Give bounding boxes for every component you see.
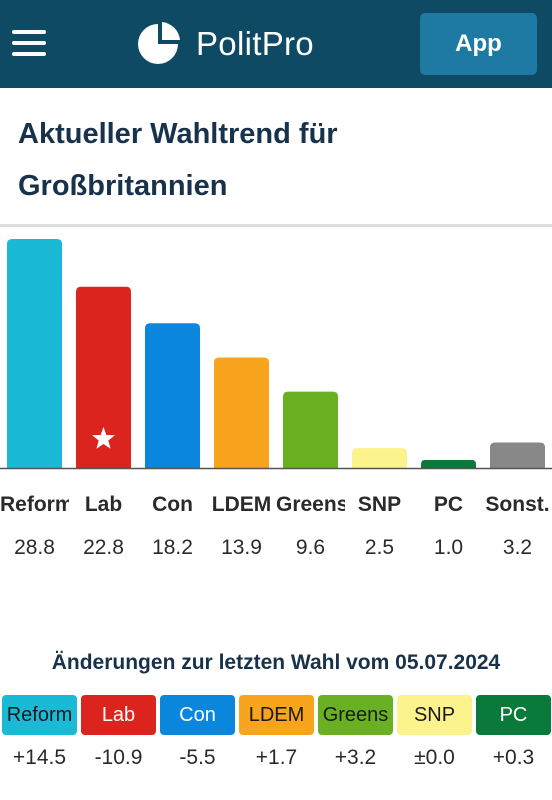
party-labels-row: Reform Lab Con LDEM Greens SNP PC Sonst. xyxy=(0,493,552,523)
data-label: 18.2 xyxy=(152,536,193,559)
party-values-row: 28.8 22.8 18.2 13.9 9.6 2.5 1.0 3.2 xyxy=(0,536,552,566)
top-bar: PolitPro App xyxy=(0,0,552,88)
change-value: ±0.0 xyxy=(414,746,455,769)
tick-label: Reform xyxy=(0,493,69,516)
change-value: +1.7 xyxy=(255,746,298,769)
data-label: 22.8 xyxy=(83,536,124,559)
change-value: -5.5 xyxy=(179,746,216,769)
hamburger-menu-icon[interactable] xyxy=(12,26,48,60)
data-label: 9.6 xyxy=(295,536,326,559)
data-label: 3.2 xyxy=(502,536,533,559)
changes-badges-row: Reform Lab Con LDEM Greens SNP PC xyxy=(0,695,552,735)
change-value: +3.2 xyxy=(334,746,377,769)
bar-ldem[interactable] xyxy=(214,357,269,468)
change-value: +0.3 xyxy=(492,746,535,769)
bar-sonst[interactable] xyxy=(490,442,545,468)
bar-lab[interactable] xyxy=(76,286,131,468)
changes-title: Änderungen zur letzten Wahl vom 05.07.20… xyxy=(51,651,501,674)
change-badge: LDEM xyxy=(239,695,314,735)
change-badge: PC xyxy=(476,695,551,735)
change-badge: Reform xyxy=(2,695,77,735)
poll-bar-chart xyxy=(0,239,552,470)
data-label: 2.5 xyxy=(364,536,395,559)
change-badge: Lab xyxy=(81,695,156,735)
divider xyxy=(0,224,552,227)
brand-name: PolitPro xyxy=(196,25,314,62)
data-label: 1.0 xyxy=(433,536,464,559)
bar-snp[interactable] xyxy=(352,448,407,468)
change-badge: SNP xyxy=(397,695,472,735)
tick-label: LDEM xyxy=(211,493,272,516)
bar-con[interactable] xyxy=(145,323,200,468)
change-value: -10.9 xyxy=(94,746,143,769)
brand-logo[interactable]: PolitPro xyxy=(134,20,314,68)
tick-label: Greens xyxy=(276,493,345,516)
bar-pc[interactable] xyxy=(421,460,476,468)
changes-deltas-row: +14.5 -10.9 -5.5 +1.7 +3.2 ±0.0 +0.3 xyxy=(0,746,552,776)
change-badge: Con xyxy=(160,695,235,735)
app-button[interactable]: App xyxy=(420,13,537,75)
star-icon xyxy=(92,427,115,449)
bar-greens[interactable] xyxy=(283,391,338,468)
tick-label: Con xyxy=(152,493,193,516)
change-badge: Greens xyxy=(318,695,393,735)
bar-reform[interactable] xyxy=(7,239,62,468)
tick-label: PC xyxy=(433,493,464,516)
change-value: +14.5 xyxy=(12,746,67,769)
tick-label: Lab xyxy=(84,493,123,516)
pie-logo-icon xyxy=(138,22,180,64)
tick-label: Sonst. xyxy=(485,493,550,516)
page-title: Aktueller Wahltrend für Großbritannien xyxy=(18,118,338,202)
data-label: 13.9 xyxy=(221,536,262,559)
data-label: 28.8 xyxy=(14,536,55,559)
tick-label: SNP xyxy=(357,493,402,516)
